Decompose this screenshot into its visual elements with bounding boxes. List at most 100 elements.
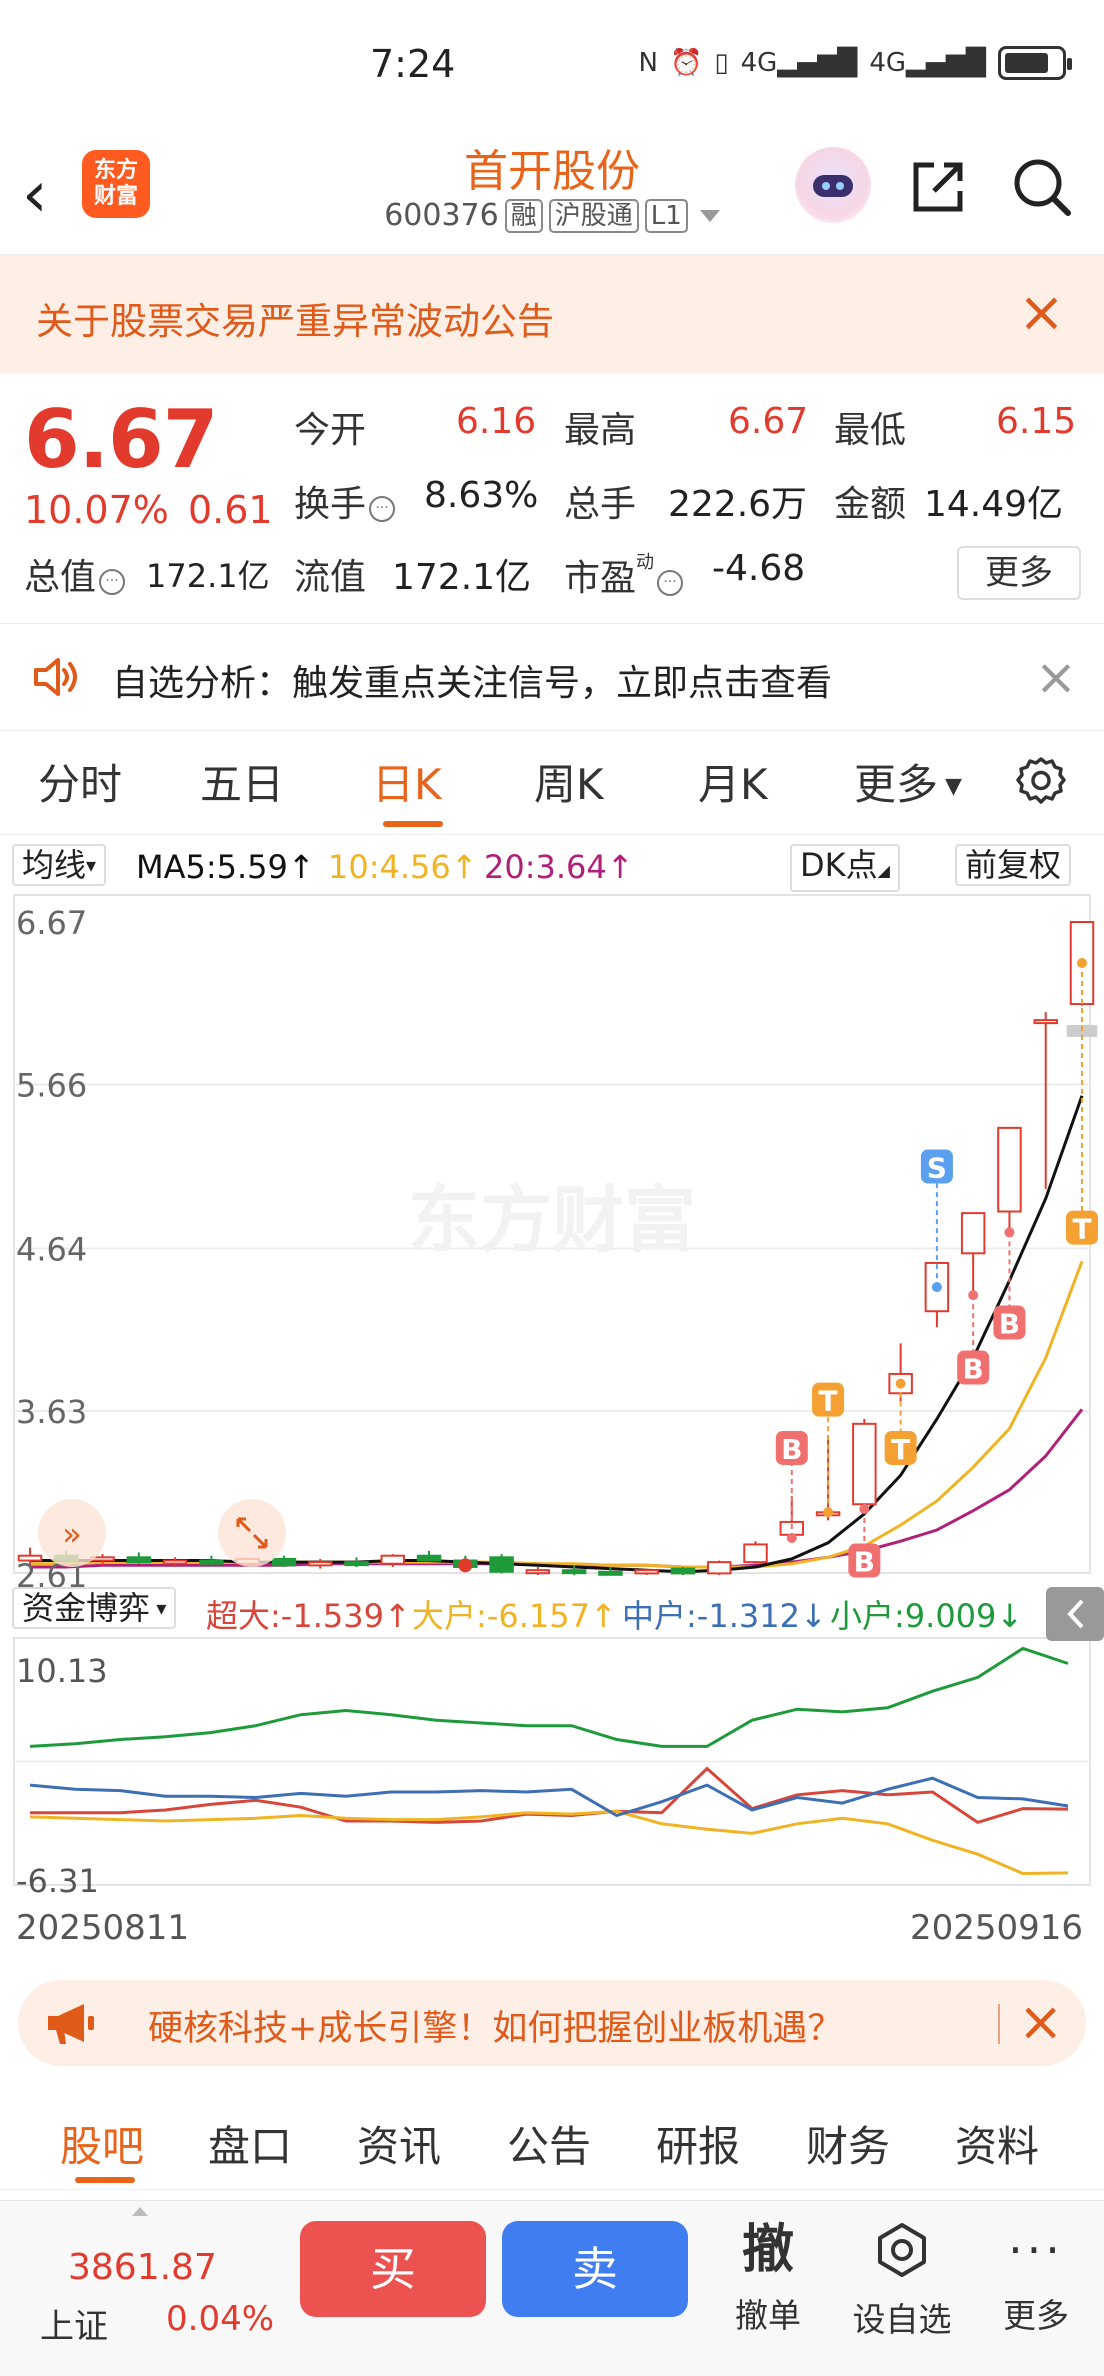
- amount-value: 14.49亿: [924, 484, 1064, 525]
- candle-body: [271, 1557, 297, 1567]
- active-tab-indicator: [75, 2177, 135, 2183]
- low-value: 6.15: [996, 401, 1077, 442]
- ai-assistant-icon[interactable]: [795, 147, 871, 223]
- signal-badge: [920, 1149, 953, 1184]
- market-cap-label[interactable]: 总值 ···: [24, 548, 126, 600]
- add-watchlist-button[interactable]: 设自选: [842, 2219, 962, 2341]
- float-cap-label: 流值: [294, 557, 367, 598]
- signal-badge: [884, 1430, 917, 1465]
- more-menu-button[interactable]: ··· 更多: [976, 2219, 1096, 2337]
- signal-badge: [993, 1305, 1026, 1340]
- chart-watermark: 东方财富: [408, 1178, 696, 1262]
- info-icon: ···: [657, 570, 684, 596]
- candle-body: [706, 1561, 732, 1575]
- candle-body: [743, 1543, 768, 1564]
- pe-label[interactable]: 市盈动···: [564, 548, 684, 601]
- app-logo: 东方 财富: [82, 150, 150, 218]
- tab-profile[interactable]: 资料: [955, 2122, 1040, 2171]
- change-amount: 0.61: [188, 488, 273, 532]
- ma20-value: 20:3.64↑: [484, 848, 634, 886]
- tab-forum[interactable]: 股吧: [60, 2122, 145, 2171]
- stock-name[interactable]: 首开股份: [464, 146, 640, 197]
- promo-text: 硬核科技+成长引擎！如何把握创业板机遇？: [148, 2009, 843, 2049]
- close-icon[interactable]: ×: [1035, 648, 1077, 706]
- price-axis-label: 6.67: [16, 904, 87, 942]
- tab-announcements[interactable]: 公告: [507, 2122, 592, 2171]
- promo-banner[interactable]: 硬核科技+成长引擎！如何把握创业板机遇？ ×: [18, 1980, 1086, 2066]
- turnover-value: 8.63%: [424, 475, 539, 516]
- cancel-order-button[interactable]: 撤 撤单: [708, 2219, 828, 2337]
- period-tabs: 分时 五日 日K 周K 月K 更多 ▼: [0, 731, 1104, 835]
- signal-label: B: [963, 1353, 984, 1386]
- candle-body: [670, 1567, 696, 1575]
- signal-icon-2: 4G▂▄▆█: [869, 48, 986, 78]
- speaker-icon: [34, 658, 77, 696]
- candle-body: [344, 1561, 369, 1567]
- volume-label: 总手: [564, 484, 637, 525]
- ma5-value: MA5:5.59↑: [136, 848, 315, 886]
- signal-label: B: [854, 1546, 875, 1579]
- dk-point-button[interactable]: DK点◢: [790, 844, 900, 892]
- active-tab-indicator: [383, 821, 443, 827]
- tab-monthly-k[interactable]: 月K: [698, 760, 768, 809]
- tab-research[interactable]: 研报: [656, 2122, 741, 2171]
- candle-body: [199, 1559, 224, 1565]
- stock-code-row[interactable]: 600376 融 沪股通 L1: [0, 198, 1104, 233]
- fund-super-value: 超大:-1.539↑: [206, 1597, 411, 1635]
- candle-body: [380, 1554, 406, 1565]
- alarm-icon: ⏰: [669, 48, 703, 78]
- fund-select[interactable]: 资金博弈 ▾: [12, 1587, 177, 1629]
- sell-button[interactable]: 卖: [502, 2221, 688, 2317]
- float-cap-value: 172.1亿: [392, 557, 532, 598]
- tab-daily-k[interactable]: 日K: [372, 760, 442, 809]
- tab-news[interactable]: 资讯: [357, 2122, 442, 2171]
- more-quote-button[interactable]: 更多: [957, 546, 1081, 600]
- open-label: 今开: [294, 410, 367, 451]
- signal-banner[interactable]: 自选分析：触发重点关注信号，立即点击查看 ×: [0, 623, 1104, 731]
- index-value[interactable]: 3861.87: [68, 2247, 217, 2288]
- pe-value: -4.68: [712, 548, 806, 589]
- date-start: 20250811: [16, 1908, 190, 1948]
- tab-more[interactable]: 更多 ▼: [854, 760, 962, 809]
- close-icon[interactable]: ×: [1018, 280, 1065, 345]
- index-change-percent: 0.04%: [166, 2299, 275, 2339]
- signal-badge: [812, 1382, 845, 1417]
- ma-select[interactable]: 均线▾: [12, 844, 107, 886]
- candle-body: [489, 1556, 514, 1573]
- signal-badge: [775, 1430, 808, 1465]
- stock-header: ‹ 东方 财富 首开股份 600376 融 沪股通 L1: [0, 135, 1104, 255]
- tab-orderbook[interactable]: 盘口: [208, 2122, 293, 2171]
- svg-text:»: »: [62, 1515, 82, 1553]
- candle-body: [525, 1569, 551, 1575]
- signal-label: T: [819, 1385, 838, 1418]
- candle-body: [162, 1559, 188, 1565]
- share-icon[interactable]: [906, 155, 970, 219]
- change-percent: 10.07%: [24, 488, 169, 532]
- candle-body: [997, 1126, 1022, 1213]
- turnover-label[interactable]: 换手 ···: [294, 475, 396, 527]
- adjust-button[interactable]: 前复权: [955, 844, 1072, 886]
- signal-badge: [1066, 1210, 1098, 1245]
- announcement-banner[interactable]: 关于股票交易严重异常波动公告 ×: [0, 255, 1104, 373]
- tab-intraday[interactable]: 分时: [38, 760, 123, 809]
- margin-tag: 融: [504, 198, 543, 233]
- back-icon[interactable]: ‹: [22, 158, 48, 232]
- tab-finance[interactable]: 财务: [806, 2122, 891, 2171]
- close-icon[interactable]: ×: [1018, 1990, 1064, 2053]
- chevron-up-icon[interactable]: [132, 2207, 148, 2216]
- signal-label: T: [1072, 1213, 1091, 1246]
- search-icon[interactable]: [1010, 155, 1074, 219]
- expand-icon[interactable]: [218, 1499, 286, 1567]
- content-tabs: 股吧 盘口 资讯 公告 研报 财务 资料: [0, 2085, 1104, 2190]
- stock-code: 600376: [384, 198, 499, 233]
- panel-collapse-tab[interactable]: [1046, 1587, 1104, 1641]
- tab-weekly-k[interactable]: 周K: [534, 760, 604, 809]
- fund-series-line: [29, 1646, 1069, 1748]
- scroll-left-handle[interactable]: »: [38, 1499, 106, 1567]
- tab-five-day[interactable]: 五日: [200, 760, 285, 809]
- buy-button[interactable]: 买: [300, 2221, 486, 2317]
- status-time: 7:24: [370, 42, 456, 86]
- battery-icon: [998, 46, 1072, 80]
- gear-icon[interactable]: [1012, 753, 1070, 811]
